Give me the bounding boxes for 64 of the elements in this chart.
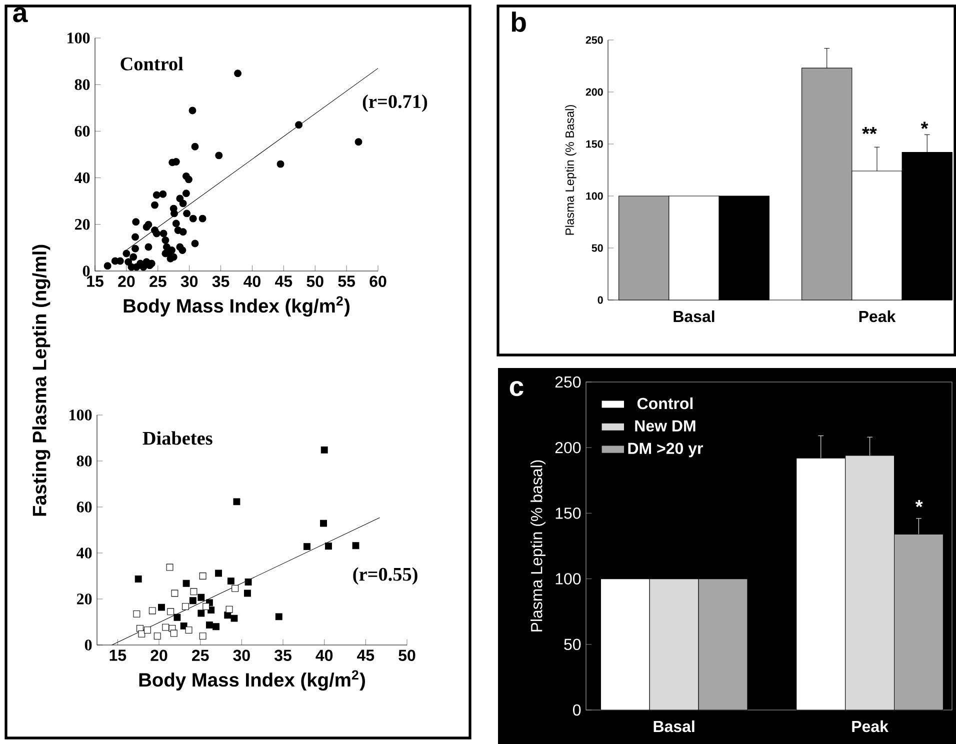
x-tick-label: 50 — [398, 650, 416, 662]
x-tick-label: 15 — [110, 650, 126, 661]
y-tick-label: 200 — [555, 442, 581, 454]
x-tick-label: 30 — [180, 276, 198, 288]
x-tick-label: 15 — [87, 276, 104, 287]
y-tick-label: 200 — [586, 88, 603, 96]
x-axis-title: Body Mass Index (kg/m$^{2}$) — [139, 670, 365, 691]
text: a — [13, 7, 28, 22]
y-tick-label: 0 — [598, 296, 603, 304]
x-tick-label: Peak — [852, 720, 888, 732]
text: b — [512, 12, 526, 32]
x-tick-label: 30 — [233, 650, 250, 662]
text: Control — [120, 56, 184, 70]
annotation: * — [915, 500, 923, 508]
x-tick-label: 20 — [150, 650, 168, 662]
y-tick-label: 100 — [586, 192, 603, 200]
y-tick-label: 80 — [74, 79, 90, 90]
annotation: (r=0.71) — [362, 94, 428, 112]
x-tick-label: 25 — [150, 276, 166, 288]
y-tick-label: 40 — [74, 172, 90, 184]
y-tick-label: 150 — [556, 508, 581, 519]
y-axis-title: Fasting Plasma Leptin (ng/ml) — [32, 244, 50, 516]
y-tick-label: 50 — [592, 244, 603, 252]
x-tick-label: Basal — [654, 720, 694, 732]
x-tick-label: 60 — [370, 276, 386, 288]
y-axis-title: Plasma Leptin (% Basal) — [565, 105, 576, 235]
y-tick-label: 20 — [76, 594, 92, 604]
x-tick-label: 35 — [274, 650, 292, 662]
x-tick-label: 20 — [118, 276, 135, 288]
legend-label: Control — [637, 397, 693, 410]
legend-label: DM >20 yr — [628, 442, 703, 458]
x-tick-label: Basal — [674, 310, 714, 322]
text: Diabetes — [142, 431, 212, 445]
x-tick-label: 45 — [275, 276, 292, 287]
y-tick-label: 0 — [573, 704, 581, 716]
y-tick-label: 100 — [68, 32, 90, 44]
annotation: (r=0.55) — [353, 567, 418, 585]
x-tick-label: 35 — [212, 276, 230, 288]
y-tick-label: 100 — [70, 410, 92, 420]
legend-label: New DM — [635, 420, 696, 432]
x-tick-label: 45 — [357, 650, 374, 661]
y-tick-label: 100 — [556, 573, 581, 584]
x-tick-label: 40 — [316, 650, 333, 662]
annotation: * — [920, 122, 928, 129]
x-axis-title: Body Mass Index (kg/m$^{2}$) — [124, 296, 350, 317]
x-tick-label: 55 — [338, 276, 356, 287]
y-tick-label: 0 — [82, 266, 90, 276]
x-tick-label: 50 — [306, 276, 324, 288]
y-tick-label: 80 — [76, 456, 92, 466]
y-tick-label: 60 — [76, 502, 92, 512]
y-tick-label: 0 — [84, 640, 92, 650]
y-tick-label: 50 — [564, 638, 581, 650]
y-tick-label: 20 — [74, 219, 90, 230]
y-axis-title: Plasma Leptin (% basal) — [530, 460, 546, 632]
x-tick-label: 40 — [244, 276, 260, 288]
y-tick-label: 250 — [555, 376, 581, 388]
y-tick-label: 40 — [76, 548, 92, 558]
y-tick-label: 60 — [74, 126, 90, 137]
y-tick-label: 150 — [586, 140, 603, 148]
annotation: ** — [862, 126, 877, 134]
x-tick-label: 25 — [192, 650, 209, 662]
x-tick-label: Peak — [859, 310, 896, 322]
y-tick-label: 250 — [586, 36, 603, 44]
text: c — [510, 381, 524, 396]
